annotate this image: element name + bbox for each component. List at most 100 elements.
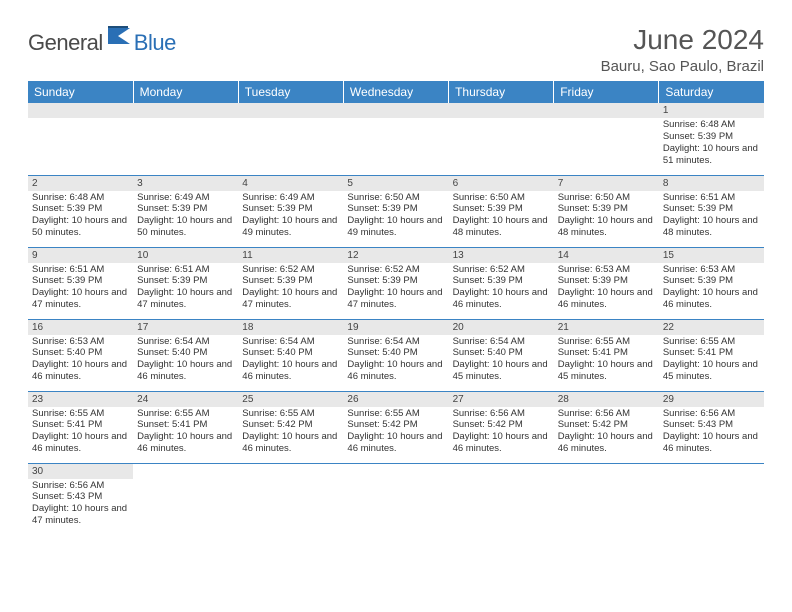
location: Bauru, Sao Paulo, Brazil	[601, 58, 764, 75]
day-details: Sunrise: 6:56 AMSunset: 5:43 PMDaylight:…	[28, 479, 133, 530]
day-number: 9	[28, 248, 133, 263]
day-details: Sunrise: 6:50 AMSunset: 5:39 PMDaylight:…	[449, 191, 554, 242]
calendar-empty-cell	[449, 103, 554, 175]
calendar-empty-cell	[238, 103, 343, 175]
flag-icon	[108, 26, 134, 51]
day-details: Sunrise: 6:53 AMSunset: 5:40 PMDaylight:…	[28, 335, 133, 386]
calendar-day-cell: 30Sunrise: 6:56 AMSunset: 5:43 PMDayligh…	[28, 463, 133, 535]
calendar-day-cell: 5Sunrise: 6:50 AMSunset: 5:39 PMDaylight…	[343, 175, 448, 247]
day-number: 30	[28, 464, 133, 479]
calendar-day-cell: 21Sunrise: 6:55 AMSunset: 5:41 PMDayligh…	[554, 319, 659, 391]
day-details: Sunrise: 6:56 AMSunset: 5:42 PMDaylight:…	[554, 407, 659, 458]
day-number: 22	[659, 320, 764, 335]
calendar-day-cell: 24Sunrise: 6:55 AMSunset: 5:41 PMDayligh…	[133, 391, 238, 463]
calendar-day-cell: 22Sunrise: 6:55 AMSunset: 5:41 PMDayligh…	[659, 319, 764, 391]
title-block: June 2024 Bauru, Sao Paulo, Brazil	[601, 24, 764, 75]
day-details: Sunrise: 6:52 AMSunset: 5:39 PMDaylight:…	[238, 263, 343, 314]
day-number: 26	[343, 392, 448, 407]
day-details: Sunrise: 6:56 AMSunset: 5:42 PMDaylight:…	[449, 407, 554, 458]
calendar-week-row: 1Sunrise: 6:48 AMSunset: 5:39 PMDaylight…	[28, 103, 764, 175]
calendar-week-row: 16Sunrise: 6:53 AMSunset: 5:40 PMDayligh…	[28, 319, 764, 391]
day-details: Sunrise: 6:49 AMSunset: 5:39 PMDaylight:…	[133, 191, 238, 242]
day-details: Sunrise: 6:51 AMSunset: 5:39 PMDaylight:…	[659, 191, 764, 242]
day-number: 28	[554, 392, 659, 407]
calendar-day-cell: 29Sunrise: 6:56 AMSunset: 5:43 PMDayligh…	[659, 391, 764, 463]
day-details: Sunrise: 6:52 AMSunset: 5:39 PMDaylight:…	[343, 263, 448, 314]
day-number: 3	[133, 176, 238, 191]
calendar-day-cell: 8Sunrise: 6:51 AMSunset: 5:39 PMDaylight…	[659, 175, 764, 247]
calendar-empty-cell	[343, 463, 448, 535]
day-number: 7	[554, 176, 659, 191]
day-number: 18	[238, 320, 343, 335]
calendar-empty-cell	[554, 463, 659, 535]
day-number: 17	[133, 320, 238, 335]
day-details: Sunrise: 6:55 AMSunset: 5:41 PMDaylight:…	[28, 407, 133, 458]
calendar-head: SundayMondayTuesdayWednesdayThursdayFrid…	[28, 81, 764, 103]
header-row: General Blue June 2024 Bauru, Sao Paulo,…	[28, 24, 764, 75]
calendar-day-cell: 4Sunrise: 6:49 AMSunset: 5:39 PMDaylight…	[238, 175, 343, 247]
day-details: Sunrise: 6:48 AMSunset: 5:39 PMDaylight:…	[659, 118, 764, 169]
calendar-table: SundayMondayTuesdayWednesdayThursdayFrid…	[28, 81, 764, 535]
day-details: Sunrise: 6:55 AMSunset: 5:42 PMDaylight:…	[343, 407, 448, 458]
logo: General Blue	[28, 30, 176, 56]
day-details: Sunrise: 6:53 AMSunset: 5:39 PMDaylight:…	[554, 263, 659, 314]
calendar-day-cell: 14Sunrise: 6:53 AMSunset: 5:39 PMDayligh…	[554, 247, 659, 319]
weekday-header: Tuesday	[238, 81, 343, 103]
calendar-day-cell: 20Sunrise: 6:54 AMSunset: 5:40 PMDayligh…	[449, 319, 554, 391]
page-root: General Blue June 2024 Bauru, Sao Paulo,…	[0, 0, 792, 535]
weekday-header: Sunday	[28, 81, 133, 103]
calendar-day-cell: 18Sunrise: 6:54 AMSunset: 5:40 PMDayligh…	[238, 319, 343, 391]
calendar-day-cell: 19Sunrise: 6:54 AMSunset: 5:40 PMDayligh…	[343, 319, 448, 391]
weekday-header: Monday	[133, 81, 238, 103]
calendar-empty-cell	[343, 103, 448, 175]
day-number: 29	[659, 392, 764, 407]
day-details: Sunrise: 6:50 AMSunset: 5:39 PMDaylight:…	[343, 191, 448, 242]
weekday-header: Saturday	[659, 81, 764, 103]
month-title: June 2024	[601, 24, 764, 56]
calendar-day-cell: 6Sunrise: 6:50 AMSunset: 5:39 PMDaylight…	[449, 175, 554, 247]
calendar-empty-cell	[28, 103, 133, 175]
calendar-empty-cell	[238, 463, 343, 535]
logo-text-dark: General	[28, 30, 103, 56]
day-number: 27	[449, 392, 554, 407]
calendar-empty-cell	[659, 463, 764, 535]
day-number: 12	[343, 248, 448, 263]
calendar-week-row: 23Sunrise: 6:55 AMSunset: 5:41 PMDayligh…	[28, 391, 764, 463]
day-details: Sunrise: 6:55 AMSunset: 5:42 PMDaylight:…	[238, 407, 343, 458]
day-number: 2	[28, 176, 133, 191]
day-details: Sunrise: 6:55 AMSunset: 5:41 PMDaylight:…	[659, 335, 764, 386]
day-number: 14	[554, 248, 659, 263]
day-details: Sunrise: 6:51 AMSunset: 5:39 PMDaylight:…	[133, 263, 238, 314]
day-number: 21	[554, 320, 659, 335]
calendar-day-cell: 15Sunrise: 6:53 AMSunset: 5:39 PMDayligh…	[659, 247, 764, 319]
day-details: Sunrise: 6:56 AMSunset: 5:43 PMDaylight:…	[659, 407, 764, 458]
day-details: Sunrise: 6:54 AMSunset: 5:40 PMDaylight:…	[133, 335, 238, 386]
calendar-day-cell: 11Sunrise: 6:52 AMSunset: 5:39 PMDayligh…	[238, 247, 343, 319]
day-number: 10	[133, 248, 238, 263]
weekday-row: SundayMondayTuesdayWednesdayThursdayFrid…	[28, 81, 764, 103]
day-details: Sunrise: 6:54 AMSunset: 5:40 PMDaylight:…	[449, 335, 554, 386]
calendar-day-cell: 23Sunrise: 6:55 AMSunset: 5:41 PMDayligh…	[28, 391, 133, 463]
calendar-day-cell: 25Sunrise: 6:55 AMSunset: 5:42 PMDayligh…	[238, 391, 343, 463]
calendar-day-cell: 28Sunrise: 6:56 AMSunset: 5:42 PMDayligh…	[554, 391, 659, 463]
day-number: 15	[659, 248, 764, 263]
day-number: 25	[238, 392, 343, 407]
day-details: Sunrise: 6:48 AMSunset: 5:39 PMDaylight:…	[28, 191, 133, 242]
calendar-day-cell: 7Sunrise: 6:50 AMSunset: 5:39 PMDaylight…	[554, 175, 659, 247]
day-number: 5	[343, 176, 448, 191]
calendar-day-cell: 2Sunrise: 6:48 AMSunset: 5:39 PMDaylight…	[28, 175, 133, 247]
day-number: 1	[659, 103, 764, 118]
day-details: Sunrise: 6:53 AMSunset: 5:39 PMDaylight:…	[659, 263, 764, 314]
weekday-header: Friday	[554, 81, 659, 103]
day-details: Sunrise: 6:50 AMSunset: 5:39 PMDaylight:…	[554, 191, 659, 242]
calendar-week-row: 30Sunrise: 6:56 AMSunset: 5:43 PMDayligh…	[28, 463, 764, 535]
calendar-day-cell: 13Sunrise: 6:52 AMSunset: 5:39 PMDayligh…	[449, 247, 554, 319]
day-details: Sunrise: 6:54 AMSunset: 5:40 PMDaylight:…	[343, 335, 448, 386]
calendar-day-cell: 12Sunrise: 6:52 AMSunset: 5:39 PMDayligh…	[343, 247, 448, 319]
day-number: 13	[449, 248, 554, 263]
day-number: 16	[28, 320, 133, 335]
logo-text-blue: Blue	[134, 30, 176, 56]
day-number: 6	[449, 176, 554, 191]
calendar-week-row: 9Sunrise: 6:51 AMSunset: 5:39 PMDaylight…	[28, 247, 764, 319]
day-details: Sunrise: 6:54 AMSunset: 5:40 PMDaylight:…	[238, 335, 343, 386]
